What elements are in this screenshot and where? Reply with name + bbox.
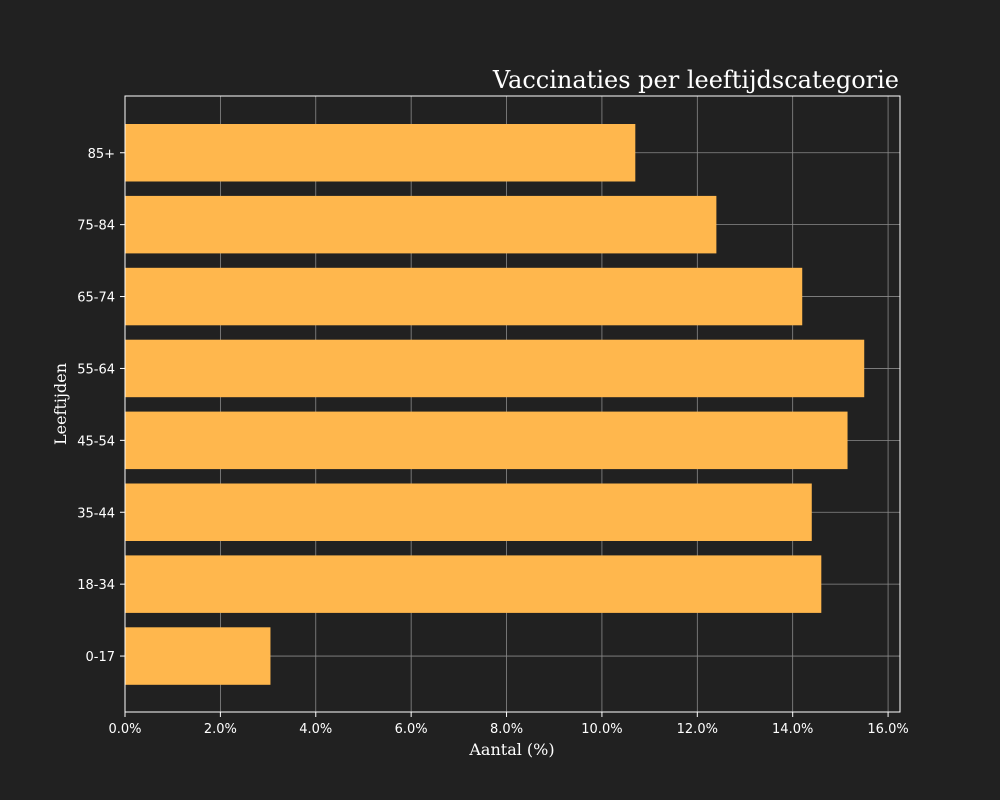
x-tick-label: 12.0%	[677, 722, 718, 737]
y-tick-label: 85+	[88, 147, 115, 162]
y-tick-label: 45-54	[77, 434, 115, 449]
bars	[125, 124, 865, 685]
y-tick-label: 75-84	[77, 219, 115, 234]
x-tick-label: 16.0%	[867, 722, 908, 737]
axes	[120, 95, 901, 717]
chart-title: Vaccinaties per leeftijdscategorie	[492, 66, 899, 94]
tick-labels: 0.0% 2.0% 4.0% 6.0% 8.0% 10.0% 12.0% 14.0% 16.0%…	[77, 147, 909, 737]
bar-65-74	[125, 267, 803, 326]
x-axis-label: Aantal (%)	[468, 740, 554, 759]
x-tick-label: 2.0%	[204, 722, 237, 737]
plot-frame	[124, 95, 901, 713]
y-tick-label: 65-74	[77, 291, 115, 306]
x-tick-label: 8.0%	[490, 722, 523, 737]
y-axis-label: Leeftijden	[51, 363, 70, 445]
y-tick-label: 35-44	[77, 506, 115, 521]
bar-45-54	[125, 411, 848, 470]
x-tick-label: 10.0%	[581, 722, 622, 737]
y-tick-label: 18-34	[77, 578, 115, 593]
bar-75-84	[125, 195, 717, 254]
bar-0-17	[125, 627, 271, 685]
bar-85+	[125, 124, 636, 182]
x-tick-label: 4.0%	[299, 722, 332, 737]
x-tick-label: 14.0%	[772, 722, 813, 737]
y-tick-label: 55-64	[77, 362, 115, 377]
bar-18-34	[125, 555, 822, 613]
x-tick-label: 0.0%	[108, 722, 141, 737]
bar-35-44	[125, 483, 812, 541]
y-tick-label: 0-17	[85, 650, 115, 665]
x-tick-label: 6.0%	[395, 722, 428, 737]
bar-55-64	[125, 339, 865, 398]
